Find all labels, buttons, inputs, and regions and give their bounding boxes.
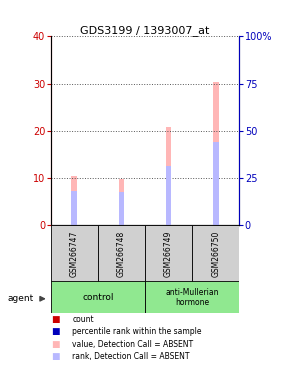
Text: ■: ■: [51, 315, 59, 324]
Bar: [145, 281, 239, 313]
Bar: [98, 225, 145, 282]
Bar: [51, 225, 98, 282]
Bar: [213, 142, 219, 225]
Text: ■: ■: [51, 339, 59, 349]
Text: percentile rank within the sample: percentile rank within the sample: [72, 327, 202, 336]
Bar: [192, 225, 239, 282]
Text: GSM266750: GSM266750: [211, 231, 220, 277]
Bar: [51, 281, 145, 313]
Bar: [119, 179, 124, 225]
Text: GDS3199 / 1393007_at: GDS3199 / 1393007_at: [80, 25, 210, 36]
Text: GSM266748: GSM266748: [117, 231, 126, 277]
Bar: [213, 82, 219, 225]
Text: GSM266749: GSM266749: [164, 231, 173, 277]
Bar: [119, 192, 124, 225]
Bar: [71, 191, 77, 225]
Text: rank, Detection Call = ABSENT: rank, Detection Call = ABSENT: [72, 352, 190, 361]
Text: agent: agent: [7, 294, 34, 303]
Bar: [166, 127, 171, 225]
Bar: [145, 225, 192, 282]
Text: ■: ■: [51, 327, 59, 336]
Text: control: control: [82, 293, 114, 302]
Text: count: count: [72, 315, 94, 324]
Text: GSM266747: GSM266747: [70, 231, 79, 277]
Bar: [166, 166, 171, 225]
Text: anti-Mullerian
hormone: anti-Mullerian hormone: [165, 288, 219, 307]
Bar: [71, 176, 77, 225]
Text: value, Detection Call = ABSENT: value, Detection Call = ABSENT: [72, 339, 194, 349]
Text: ■: ■: [51, 352, 59, 361]
